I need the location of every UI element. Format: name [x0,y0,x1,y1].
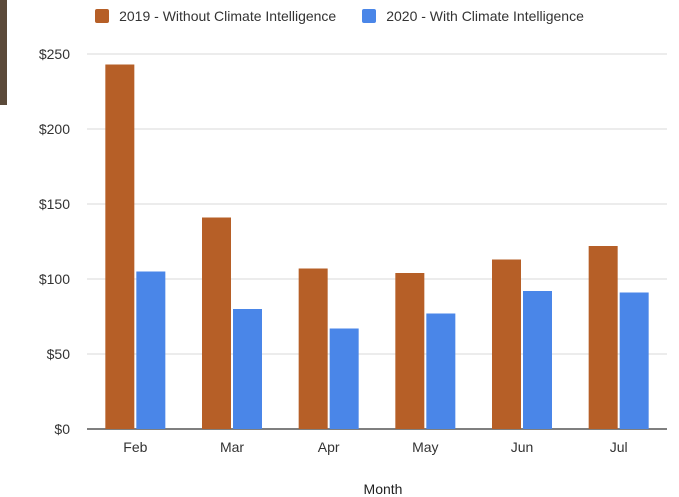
x-axis-ticks: Feb Mar Apr May Jun Jul [123,439,627,455]
legend-item-2020[interactable]: 2020 - With Climate Intelligence [362,8,584,24]
gridlines [87,53,667,430]
legend: 2019 - Without Climate Intelligence 2020… [0,8,679,24]
bar-2020-jul[interactable] [619,292,649,430]
x-tick-label: Apr [318,439,340,455]
bar-2019-may[interactable] [395,273,425,429]
bar-2020-may[interactable] [426,313,456,430]
x-axis-title: Month [364,481,403,497]
y-tick-label: $100 [39,271,70,287]
bar-2019-jun[interactable] [492,259,521,430]
bar-2020-feb[interactable] [136,271,166,430]
y-tick-label: $250 [39,46,70,62]
y-tick-label: $0 [54,421,70,437]
x-tick-label: May [412,439,438,455]
bar-2020-apr[interactable] [329,328,359,430]
y-tick-label: $150 [39,196,70,212]
legend-swatch-2019 [95,9,110,23]
x-tick-label: Jul [610,439,628,455]
legend-item-2019[interactable]: 2019 - Without Climate Intelligence [95,8,336,24]
y-axis-ticks: $0 $50 $100 $150 $200 $250 [39,46,70,437]
x-tick-label: Feb [123,439,147,455]
x-tick-label: Jun [511,439,534,455]
x-tick-label: Mar [220,439,244,455]
bar-2019-feb[interactable] [105,64,135,430]
edge-decoration [0,0,7,105]
bar-2020-mar[interactable] [233,309,262,429]
bar-2019-apr[interactable] [298,268,328,430]
bars [105,64,649,430]
y-tick-label: $200 [39,121,70,137]
y-tick-label: $50 [47,346,71,362]
bar-2020-jun[interactable] [523,291,552,429]
legend-label-2019: 2019 - Without Climate Intelligence [119,8,337,24]
bar-2019-jul[interactable] [588,246,618,429]
bar-2019-mar[interactable] [202,217,231,430]
legend-swatch-2020 [362,9,377,23]
legend-label-2020: 2020 - With Climate Intelligence [386,8,584,24]
